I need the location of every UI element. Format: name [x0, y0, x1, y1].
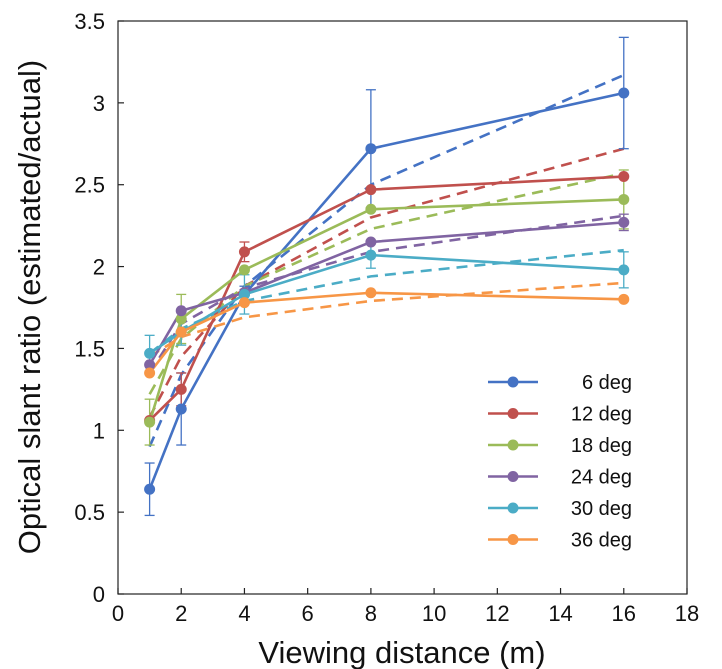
data-point [238, 297, 250, 309]
data-point [365, 143, 377, 155]
legend-label: 36 deg [571, 530, 632, 552]
data-point [144, 483, 156, 495]
data-point [618, 87, 630, 99]
data-point [144, 359, 156, 371]
x-tick-label: 4 [238, 601, 250, 626]
legend-label: 6 deg [582, 372, 632, 394]
legend-marker [507, 471, 519, 482]
data-point [238, 264, 250, 276]
y-tick-label: 1 [93, 418, 105, 443]
x-tick-label: 12 [485, 601, 509, 626]
legend-label: 12 deg [571, 404, 632, 426]
data-point [365, 236, 377, 248]
legend-marker [507, 439, 519, 451]
plot-frame [117, 20, 688, 595]
legend-marker [507, 376, 519, 388]
x-tick-label: 8 [365, 601, 377, 626]
y-tick-label: 0.5 [74, 500, 105, 525]
data-point [144, 347, 156, 359]
data-point [365, 287, 377, 299]
x-tick-label: 16 [612, 601, 636, 626]
y-tick-label: 2.5 [74, 173, 105, 198]
y-tick-label: 3 [93, 91, 105, 116]
y-tick-label: 2 [93, 255, 105, 280]
data-point [618, 171, 630, 183]
legend-marker [507, 408, 519, 419]
axis-ticks: 0 2 4 6 8 10 12 14 16 18 0 0.5 1 1.5 2 2.5 3 3.5 [74, 9, 699, 626]
data-point [175, 305, 187, 317]
data-markers [144, 87, 630, 495]
legend-label: 30 deg [571, 498, 632, 520]
data-point [144, 367, 156, 379]
data-point [238, 288, 250, 300]
y-tick-label: 1.5 [74, 336, 105, 361]
data-point [175, 383, 187, 395]
x-tick-label: 10 [422, 601, 446, 626]
x-tick-label: 6 [302, 601, 314, 626]
data-point [365, 203, 377, 215]
y-tick-label: 3.5 [74, 9, 105, 34]
fit-line [148, 171, 625, 395]
data-point [144, 416, 156, 428]
legend: 6 deg 12 deg 18 deg 24 deg 30 deg 36 deg [488, 372, 632, 552]
data-point [618, 293, 630, 305]
legend-label: 24 deg [571, 467, 632, 489]
y-tick-label: 0 [93, 582, 105, 607]
data-point [175, 326, 187, 338]
data-point [175, 403, 187, 415]
x-tick-label: 18 [675, 601, 699, 626]
data-point [238, 246, 250, 258]
data-point [175, 313, 187, 325]
data-point [618, 264, 630, 276]
series-lines [148, 91, 625, 490]
x-axis-title: Viewing distance (m) [258, 635, 545, 669]
data-point [365, 249, 377, 261]
x-tick-label: 14 [548, 601, 572, 626]
legend-label: 18 deg [571, 435, 632, 457]
x-tick-label: 2 [175, 601, 187, 626]
data-point [618, 193, 630, 205]
y-axis-title: Optical slant ratio (estimated/actual) [12, 60, 47, 555]
series-line [148, 91, 625, 490]
fit-line [148, 73, 625, 448]
legend-marker [507, 502, 519, 514]
data-point [618, 216, 630, 228]
fit-lines [148, 73, 625, 448]
x-tick-label: 0 [112, 601, 124, 626]
legend-marker [507, 534, 519, 545]
data-point [365, 184, 377, 196]
